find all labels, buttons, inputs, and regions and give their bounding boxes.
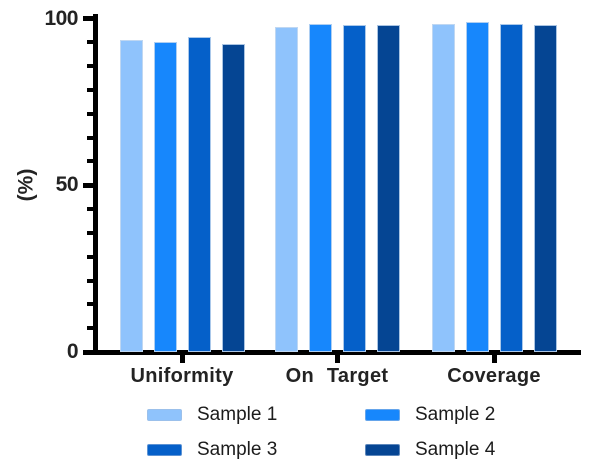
y-minor-tick [87,254,93,259]
legend-label-sample-1: Sample 1 [197,404,278,425]
category-tick-on-target [334,355,340,363]
category-tick-uniformity [179,355,185,363]
bar-coverage-sample-2 [466,21,489,352]
y-minor-tick [87,87,93,92]
legend-swatch-sample-1 [147,409,182,421]
legend-item-sample-1: Sample 1 [147,404,365,426]
y-minor-tick [87,64,93,69]
bar-coverage-sample-3 [500,23,523,352]
y-minor-tick [87,40,93,45]
y-minor-tick [87,111,93,116]
y-minor-tick [87,326,93,331]
y-major-tick [83,182,93,188]
category-label-on-target: On Target [285,365,389,387]
y-major-tick [83,16,93,21]
legend-swatch-sample-3 [147,444,182,456]
bar-on-target-sample-2 [309,23,332,352]
bar-on-target-sample-1 [275,26,298,352]
y-major-tick [83,349,93,355]
legend-label-sample-2: Sample 2 [415,404,496,425]
bar-on-target-sample-4 [377,25,400,352]
y-tick-label: 100 [44,6,78,30]
bar-on-target-sample-3 [343,25,366,352]
y-minor-tick [87,230,93,235]
y-tick-label: 50 [55,173,79,197]
legend: Sample 1 Sample 2 Sample 3 Sample 4 [147,404,495,461]
bar-uniformity-sample-3 [188,36,211,352]
y-minor-tick [87,159,93,164]
x-axis-line [93,350,581,355]
category-label-uniformity: Uniformity [130,365,234,387]
legend-swatch-sample-2 [365,409,400,421]
legend-item-sample-2: Sample 2 [365,404,495,426]
category-label-coverage: Coverage [447,365,541,387]
legend-item-sample-4: Sample 4 [365,439,495,461]
category-tick-coverage [491,355,497,363]
y-minor-tick [87,302,93,307]
legend-label-sample-3: Sample 3 [197,439,278,460]
y-minor-tick [87,278,93,283]
y-tick-label: 0 [66,340,79,363]
bar-coverage-sample-1 [432,23,455,352]
bar-uniformity-sample-4 [222,43,245,352]
y-axis-line [93,14,98,355]
legend-swatch-sample-4 [365,444,400,456]
legend-label-sample-4: Sample 4 [415,439,496,460]
bar-coverage-sample-4 [534,25,557,352]
bar-uniformity-sample-1 [120,40,143,352]
legend-item-sample-3: Sample 3 [147,439,365,461]
y-minor-tick [87,207,93,212]
y-minor-tick [87,135,93,140]
bar-uniformity-sample-2 [154,41,177,352]
